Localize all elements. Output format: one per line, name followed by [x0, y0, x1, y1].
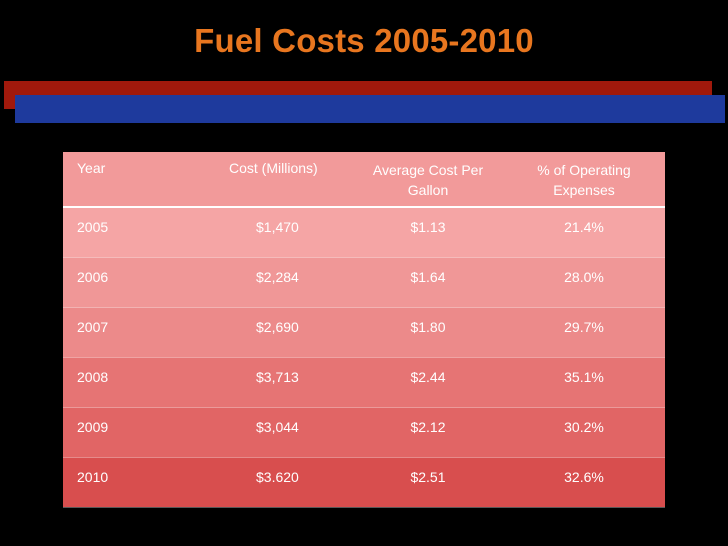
cell-year: 2010	[63, 457, 163, 508]
cell-average-cost: $1.80	[353, 307, 503, 358]
table-row: 2008 $3,713 $2.44 35.1%	[63, 357, 665, 408]
cell-cost: $3.620	[163, 457, 353, 508]
cell-year: 2009	[63, 407, 163, 458]
fuel-costs-table: Year Cost (Millions) Average Cost Per Ga…	[63, 152, 665, 508]
table-row: 2005 $1,470 $1.13 21.4%	[63, 207, 665, 258]
accent-bar-blue	[15, 95, 725, 123]
cell-average-cost: $1.64	[353, 257, 503, 308]
cell-percent-expenses: 32.6%	[503, 457, 665, 508]
cell-percent-expenses: 29.7%	[503, 307, 665, 358]
cell-year: 2006	[63, 257, 163, 308]
cell-percent-expenses: 30.2%	[503, 407, 665, 458]
cell-percent-expenses: 21.4%	[503, 207, 665, 258]
cell-cost: $3,713	[163, 357, 353, 408]
cell-average-cost: $2.12	[353, 407, 503, 458]
header-average-cost: Average Cost Per Gallon	[353, 152, 503, 208]
slide-title: Fuel Costs 2005-2010	[194, 22, 534, 59]
cell-percent-expenses: 35.1%	[503, 357, 665, 408]
cell-cost: $3,044	[163, 407, 353, 458]
table-row: 2009 $3,044 $2.12 30.2%	[63, 407, 665, 458]
table-row: 2007 $2,690 $1.80 29.7%	[63, 307, 665, 358]
cell-average-cost: $2.44	[353, 357, 503, 408]
cell-year: 2008	[63, 357, 163, 408]
header-year: Year	[63, 152, 163, 208]
cell-average-cost: $2.51	[353, 457, 503, 508]
table-row: 2010 $3.620 $2.51 32.6%	[63, 457, 665, 508]
table-header-row: Year Cost (Millions) Average Cost Per Ga…	[63, 152, 665, 208]
cell-cost: $2,284	[163, 257, 353, 308]
cell-cost: $1,470	[163, 207, 353, 258]
header-cost: Cost (Millions)	[163, 152, 353, 208]
cell-year: 2005	[63, 207, 163, 258]
cell-percent-expenses: 28.0%	[503, 257, 665, 308]
table-row: 2006 $2,284 $1.64 28.0%	[63, 257, 665, 308]
cell-cost: $2,690	[163, 307, 353, 358]
cell-average-cost: $1.13	[353, 207, 503, 258]
header-percent-expenses: % of Operating Expenses	[503, 152, 665, 208]
cell-year: 2007	[63, 307, 163, 358]
